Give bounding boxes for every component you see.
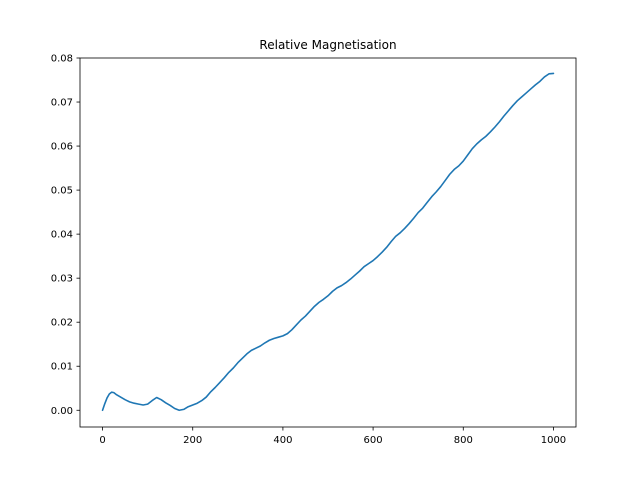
ticks: 0 200 400 600 800 1000 0.00 0.01 0.02 0.03 0.04 0.0… bbox=[51, 54, 566, 447]
x-tick-label: 200 bbox=[183, 435, 202, 446]
y-tick-label: 0.07 bbox=[51, 98, 73, 109]
series-line bbox=[101, 72, 555, 412]
x-tick-label: 800 bbox=[454, 435, 473, 446]
y-tick-label: 0.04 bbox=[51, 230, 73, 241]
x-tick-label: 0 bbox=[99, 435, 105, 446]
y-tick-label: 0.08 bbox=[51, 54, 73, 65]
series-layer bbox=[101, 72, 555, 412]
y-tick-label: 0.05 bbox=[51, 186, 73, 197]
y-tick-label: 0.03 bbox=[51, 274, 73, 285]
x-tick-label: 400 bbox=[273, 435, 292, 446]
plot-frame bbox=[79, 57, 577, 428]
y-tick-label: 0.00 bbox=[51, 406, 73, 417]
y-tick-label: 0.02 bbox=[51, 318, 73, 329]
axes bbox=[79, 57, 577, 428]
x-tick-label: 1000 bbox=[541, 435, 566, 446]
x-tick-label: 600 bbox=[364, 435, 383, 446]
chart-title: Relative Magnetisation bbox=[259, 38, 396, 52]
y-tick-label: 0.01 bbox=[51, 362, 73, 373]
y-tick-label: 0.06 bbox=[51, 142, 73, 153]
